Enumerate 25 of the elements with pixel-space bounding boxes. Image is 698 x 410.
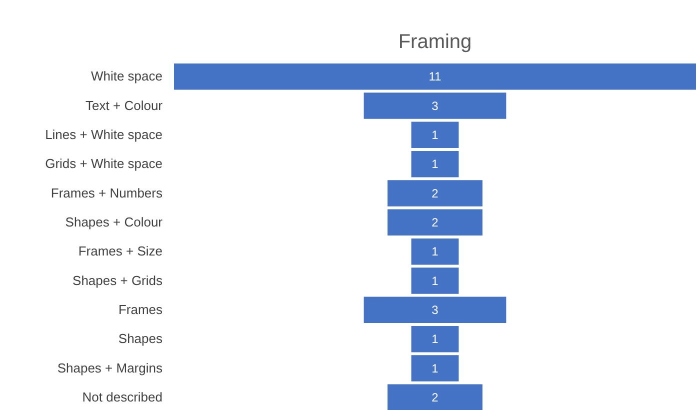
data-label: 1 [432,157,439,172]
data-label: 1 [432,244,439,259]
category-label: White space [90,68,162,84]
category-label: Lines + White space [45,126,162,142]
data-label: 3 [432,98,439,113]
data-label: 2 [432,390,439,404]
category-label: Frames + Size [78,244,162,259]
data-label: 2 [432,186,439,200]
category-label: Shapes + Margins [57,360,163,376]
data-label: 2 [432,215,439,230]
data-label: 1 [432,332,439,346]
category-label: Frames + Numbers [50,185,163,200]
category-label: Frames [118,302,163,317]
category-label: Text + Colour [86,98,164,113]
text: Framing [398,31,472,53]
category-label: Shapes [118,331,163,346]
category-label: Not described [82,389,162,404]
data-label: 1 [432,128,439,142]
category-label: Shapes + Colour [65,214,164,230]
category-label: Grids + White space [45,156,162,172]
category-label: Shapes + Grids [72,272,163,288]
data-label: 3 [432,302,439,317]
data-label: 1 [432,274,439,288]
data-label: 1 [432,361,439,376]
data-label: 11 [428,70,442,84]
